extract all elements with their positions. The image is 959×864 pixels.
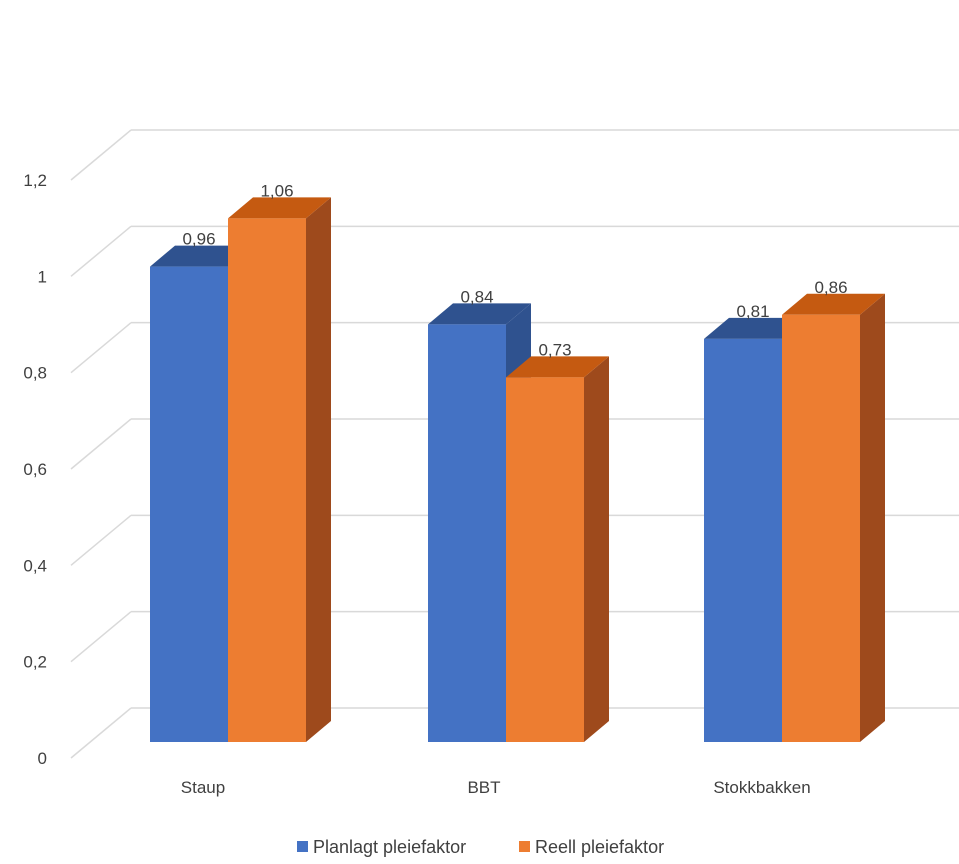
- bar: [428, 324, 506, 742]
- data-label: 0,84: [460, 287, 493, 306]
- data-label: 0,81: [736, 302, 769, 321]
- data-label: 1,06: [260, 181, 293, 200]
- bar-side: [584, 356, 609, 742]
- y-tick-label: 1: [38, 267, 47, 286]
- y-tick-label: 0,8: [23, 364, 47, 383]
- gridline-depth: [70, 707, 132, 759]
- bar-top: [782, 293, 885, 315]
- y-tick-label: 0: [38, 749, 47, 768]
- bar: [150, 266, 228, 742]
- bar: [704, 338, 782, 742]
- x-tick-label: Stokkbakken: [713, 778, 810, 797]
- bar: [782, 314, 860, 742]
- gridline-depth: [70, 514, 132, 566]
- gridline-depth: [70, 129, 132, 181]
- bar-side: [860, 293, 885, 742]
- y-tick-label: 1,2: [23, 171, 47, 190]
- gridline-depth: [70, 611, 132, 663]
- y-tick-label: 0,4: [23, 556, 47, 575]
- bar-top: [228, 197, 331, 219]
- data-label: 0,96: [182, 230, 215, 249]
- bar: [228, 218, 306, 742]
- bar-top: [150, 245, 253, 267]
- bar-top: [506, 356, 609, 378]
- legend-swatch: [519, 841, 530, 852]
- bar-top: [428, 303, 531, 325]
- legend-label: Planlagt pleiefaktor: [313, 837, 466, 857]
- legend-label: Reell pleiefaktor: [535, 837, 664, 857]
- legend-swatch: [297, 841, 308, 852]
- y-tick-label: 0,6: [23, 460, 47, 479]
- bar: [506, 377, 584, 742]
- x-tick-label: BBT: [467, 778, 500, 797]
- bar-side: [306, 197, 331, 742]
- bar-top: [704, 317, 807, 339]
- data-label: 0,86: [814, 278, 847, 297]
- gridline-depth: [70, 322, 132, 374]
- gridline-depth: [70, 225, 132, 277]
- x-tick-label: Staup: [181, 778, 225, 797]
- gridline-depth: [70, 418, 132, 470]
- data-label: 0,73: [538, 340, 571, 359]
- y-tick-label: 0,2: [23, 653, 47, 672]
